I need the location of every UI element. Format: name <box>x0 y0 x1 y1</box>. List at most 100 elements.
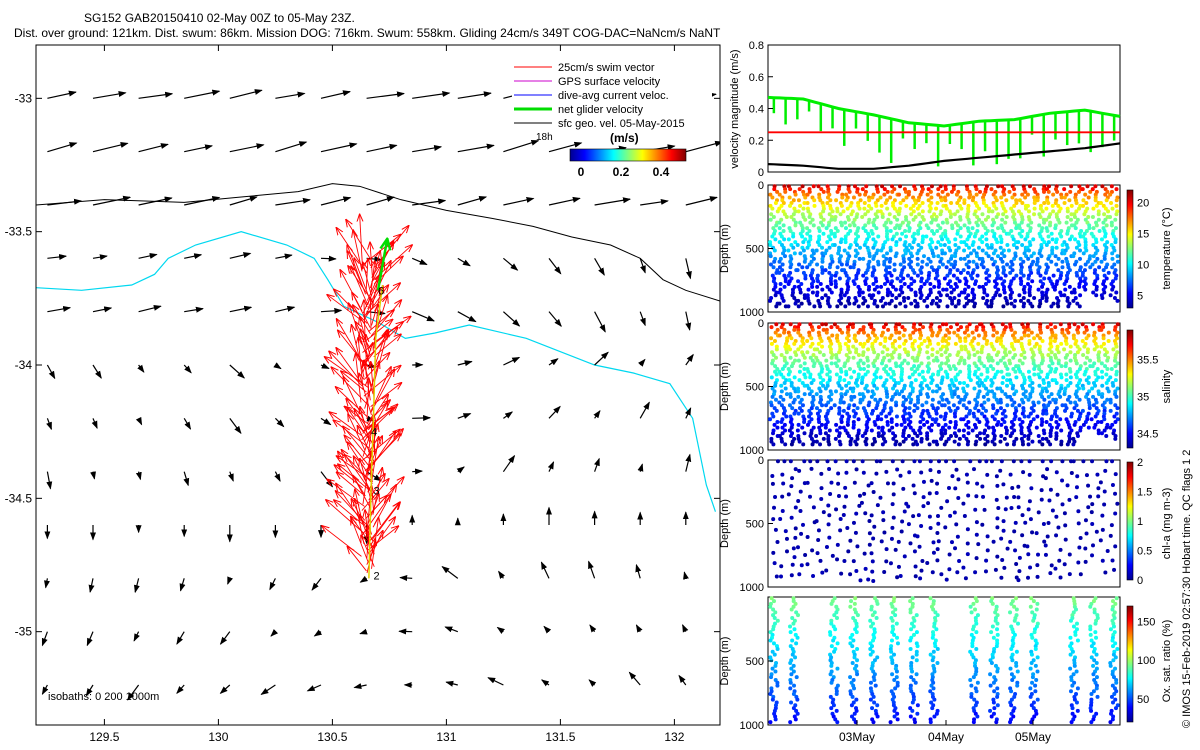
colorbar-tick-2: 0.4 <box>653 165 670 179</box>
section-data-point <box>1049 563 1054 568</box>
section-data-point <box>1074 201 1079 206</box>
section-data-point <box>907 470 912 475</box>
section-data-point <box>1081 198 1086 203</box>
swim-vector <box>351 518 369 563</box>
section-data-point <box>1088 494 1093 499</box>
section-data-point <box>976 245 981 250</box>
section-data-point <box>898 273 903 278</box>
section-data-point <box>1038 273 1043 278</box>
section-data-point <box>1018 369 1023 374</box>
geo-velocity-arrow <box>639 401 650 419</box>
section-data-point <box>1091 242 1096 247</box>
section-data-point <box>871 256 876 261</box>
section-data-point <box>966 228 971 233</box>
section-data-point <box>793 526 798 531</box>
section-data-point <box>833 717 838 722</box>
section-data-point <box>774 270 779 275</box>
section-data-point <box>989 298 994 303</box>
section-data-point <box>1040 459 1045 464</box>
section-data-point <box>991 333 996 338</box>
section-data-point <box>795 242 800 247</box>
section-data-point <box>966 355 971 360</box>
section-data-point <box>915 434 920 439</box>
section-data-point <box>1046 520 1051 525</box>
section-data-point <box>894 231 899 236</box>
section-data-point <box>1058 276 1063 281</box>
section-data-point <box>1072 601 1077 606</box>
section-data-point <box>926 226 931 231</box>
section-data-point <box>971 347 976 352</box>
section-data-point <box>920 403 925 408</box>
section-data-point <box>885 279 890 284</box>
section-data-point <box>808 234 813 239</box>
section-data-point <box>972 212 977 217</box>
section-data-point <box>770 481 775 486</box>
section-data-point <box>1022 414 1027 419</box>
section-data-point <box>811 364 816 369</box>
section-data-point <box>874 471 879 476</box>
section-data-point <box>1093 251 1098 256</box>
section-data-point <box>995 632 1000 637</box>
section-data-point <box>957 279 962 284</box>
section-data-point <box>962 389 967 394</box>
section-data-point <box>845 262 850 267</box>
section-data-point <box>842 559 847 564</box>
section-data-point <box>855 613 860 618</box>
legend-box <box>512 58 712 140</box>
section-data-point <box>1036 270 1041 275</box>
section-data-point <box>781 201 786 206</box>
section-data-point <box>1093 195 1098 200</box>
section-colorbar-tick: 100 <box>1137 655 1155 667</box>
section-data-point <box>871 392 876 397</box>
section-data-point <box>1028 565 1033 570</box>
section-data-point <box>768 630 773 635</box>
section-data-point <box>1013 330 1018 335</box>
section-data-point <box>833 459 838 464</box>
section-data-point <box>1074 394 1079 399</box>
section-data-point <box>1020 513 1025 518</box>
section-data-point <box>799 531 804 536</box>
section-data-point <box>1108 375 1113 380</box>
section-data-point <box>899 378 904 383</box>
section-data-point <box>769 341 774 346</box>
section-ytick-label: 0 <box>758 455 764 467</box>
section-data-point <box>990 655 995 660</box>
section-data-point <box>843 220 848 225</box>
section-data-point <box>807 189 812 194</box>
section-data-point <box>940 339 945 344</box>
section-data-point <box>902 358 907 363</box>
section-data-point <box>1114 689 1119 694</box>
map-xtick-label: 130.5 <box>317 730 347 744</box>
section-data-point <box>1028 517 1033 522</box>
section-data-point <box>837 276 842 281</box>
section-data-point <box>991 711 996 716</box>
section-data-point <box>894 242 899 247</box>
section-data-point <box>900 459 905 464</box>
section-data-point <box>945 358 950 363</box>
section-data-point <box>814 439 819 444</box>
section-data-point <box>1115 386 1120 391</box>
section-data-point <box>843 341 848 346</box>
section-data-point <box>927 491 932 496</box>
section-data-point <box>855 672 860 677</box>
section-data-point <box>849 703 854 708</box>
section-data-point <box>932 624 937 629</box>
velocity-ytick-label: 0.6 <box>749 72 764 84</box>
section-data-point <box>1106 330 1111 335</box>
section-data-point <box>1001 228 1006 233</box>
section-data-point <box>1063 364 1068 369</box>
section-data-point <box>834 355 839 360</box>
section-data-point <box>851 420 856 425</box>
section-data-point <box>1019 270 1024 275</box>
section-data-point <box>894 675 899 680</box>
section-data-point <box>1080 273 1085 278</box>
section-data-point <box>940 262 945 267</box>
section-data-point <box>944 265 949 270</box>
section-data-point <box>815 284 820 289</box>
section-data-point <box>780 425 785 430</box>
section-data-point <box>908 607 913 612</box>
section-data-point <box>1018 256 1023 261</box>
section-data-point <box>1012 694 1017 699</box>
section-data-point <box>976 366 981 371</box>
section-data-point <box>909 366 914 371</box>
